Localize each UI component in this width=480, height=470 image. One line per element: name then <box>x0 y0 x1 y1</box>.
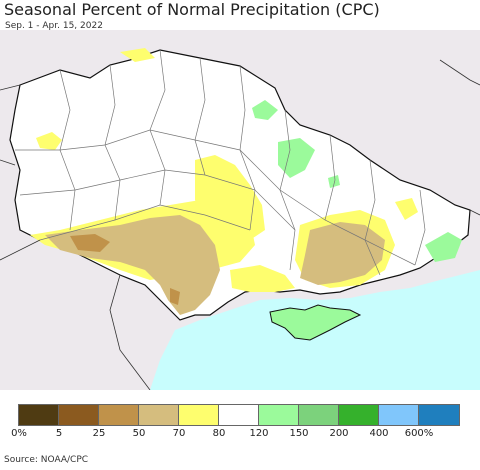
legend-tick-label: 0% <box>11 428 27 439</box>
neighbour-borders <box>0 59 480 390</box>
legend-swatch-2 <box>99 405 139 425</box>
legend-tick-label: 150 <box>289 428 309 439</box>
green-zone-east <box>425 232 462 262</box>
green-zone-northeast <box>278 138 315 178</box>
brown-zone-west <box>70 234 110 252</box>
legend-tick-label: 200 <box>329 428 349 439</box>
legend-swatch-7 <box>299 405 339 425</box>
legend-tick-label: 80 <box>212 428 226 439</box>
legend-swatch-4 <box>179 405 219 425</box>
legend-swatch-10 <box>419 405 459 425</box>
oblast-boundaries <box>15 49 426 276</box>
legend-swatch-1 <box>59 405 99 425</box>
source-note: Source: NOAA/CPC <box>4 455 89 465</box>
legend-ticks: 0% 5 25 50 70 80 120 150 200 400 600% <box>0 428 480 442</box>
legend-swatch-3 <box>139 405 179 425</box>
green-zone-north <box>252 100 278 120</box>
legend-tick-label: 400 <box>369 428 389 439</box>
yellow-zone-south <box>230 265 295 292</box>
yellow-zone-north <box>120 48 155 62</box>
yellow-zone-northeast <box>395 198 418 220</box>
legend-tick-label: 600% <box>404 428 434 439</box>
legend-tick-label: 5 <box>55 428 63 439</box>
map-title: Seasonal Percent of Normal Precipitation… <box>4 0 380 19</box>
legend-swatch-9 <box>379 405 419 425</box>
brown-zone-moldova <box>170 288 180 305</box>
legend-tick-label: 50 <box>132 428 146 439</box>
yellow-zone-central <box>195 155 265 240</box>
yellow-zone-northwest <box>36 132 62 150</box>
legend-tick-label: 25 <box>92 428 106 439</box>
crimea <box>269 304 362 341</box>
date-range: Sep. 1 - Apr. 15, 2022 <box>5 21 103 31</box>
legend-swatch-0 <box>19 405 59 425</box>
green-zone-small <box>328 175 340 188</box>
legend-tick-label: 70 <box>172 428 186 439</box>
legend-swatch-8 <box>339 405 379 425</box>
legend-tick-label: 120 <box>249 428 269 439</box>
tan-zone-east <box>300 222 385 285</box>
legend-swatch-6 <box>259 405 299 425</box>
legend-swatch-5 <box>219 405 259 425</box>
legend-bar <box>18 404 460 426</box>
precipitation-map <box>0 30 480 390</box>
